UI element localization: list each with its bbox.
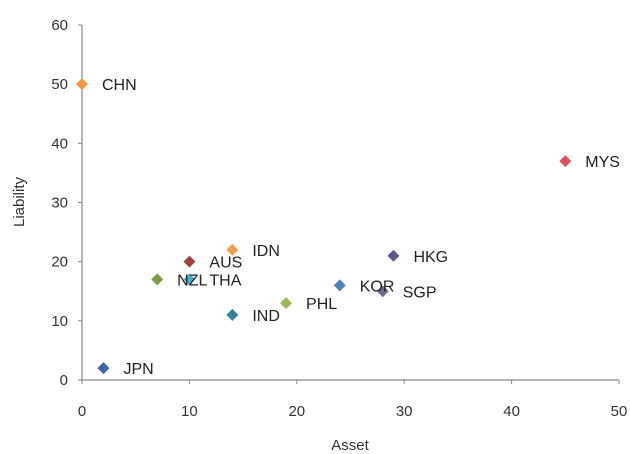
- data-point-sgp: [376, 285, 389, 298]
- data-label-nzl: NZL: [177, 272, 207, 289]
- y-tick-label: 60: [51, 17, 68, 34]
- y-tick-label: 40: [51, 135, 68, 152]
- data-points: [76, 78, 572, 375]
- data-label-jpn: JPN: [123, 361, 153, 378]
- data-label-tha: THA: [209, 272, 241, 289]
- data-point-idn: [226, 243, 239, 256]
- y-axis-title: Liability: [11, 176, 28, 227]
- data-label-mys: MYS: [585, 154, 620, 171]
- data-point-jpn: [97, 362, 110, 375]
- data-label-phl: PHL: [306, 296, 337, 313]
- data-label-chn: CHN: [102, 77, 137, 94]
- data-point-ind: [226, 308, 239, 321]
- data-point-aus: [183, 255, 196, 268]
- x-tick-label: 0: [78, 403, 86, 420]
- x-tick-label: 10: [181, 403, 198, 420]
- data-point-nzl: [151, 273, 164, 286]
- data-point-tha: [183, 273, 196, 286]
- x-tick-label: 30: [396, 403, 413, 420]
- data-label-idn: IDN: [252, 243, 280, 260]
- x-tick-label: 50: [611, 403, 628, 420]
- y-tick-label: 50: [51, 76, 68, 93]
- data-label-aus: AUS: [209, 255, 242, 272]
- y-tick-label: 20: [51, 254, 68, 271]
- x-tick-label: 40: [503, 403, 520, 420]
- y-tick-labels: 0 10 20 30 40 50 60: [51, 17, 82, 389]
- data-point-mys: [559, 155, 572, 168]
- data-point-hkg: [387, 249, 400, 262]
- y-tick-label: 10: [51, 313, 68, 330]
- x-axis-title: Asset: [331, 437, 369, 454]
- data-point-phl: [280, 297, 293, 310]
- data-point-chn: [76, 78, 88, 91]
- x-tick-label: 20: [288, 403, 305, 420]
- data-label-hkg: HKG: [413, 249, 448, 266]
- y-tick-label: 0: [60, 372, 68, 389]
- data-point-kor: [333, 279, 346, 292]
- y-tick-label: 30: [51, 195, 68, 212]
- data-label-ind: IND: [252, 308, 280, 325]
- data-label-kor: KOR: [360, 278, 395, 295]
- data-label-sgp: SGP: [403, 284, 437, 301]
- x-tick-labels: 0 10 20 30 40 50: [78, 380, 628, 420]
